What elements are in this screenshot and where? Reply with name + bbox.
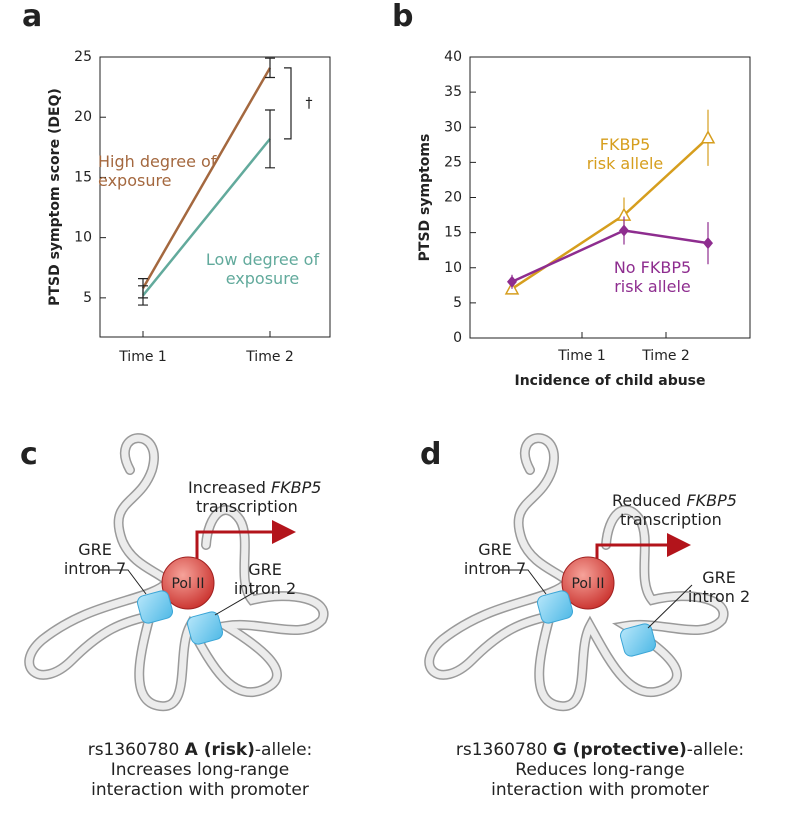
- gre-text: intron 2: [687, 587, 751, 606]
- leader-line: [498, 569, 547, 595]
- plot-frame: [99, 56, 331, 338]
- gre-text: GRE: [702, 568, 736, 587]
- y-tick-label: 15: [74, 169, 92, 185]
- chromatin: [25, 434, 327, 710]
- suffix: -allele:: [686, 740, 745, 760]
- change: Reduced: [612, 491, 682, 510]
- y-tick-label: 35: [444, 84, 462, 100]
- series-label: Low degree of exposure: [205, 250, 320, 288]
- gre-text: GRE: [478, 540, 512, 559]
- y-tick-label: 20: [444, 190, 462, 206]
- panel-letter: a: [22, 0, 43, 34]
- gre-left-label: GRE intron 7: [460, 540, 530, 578]
- leader-line: [214, 589, 259, 616]
- series-line: [142, 138, 271, 297]
- allele: A (risk): [184, 740, 255, 760]
- series-label: FKBP5 risk allele: [586, 135, 664, 173]
- caption-line: interaction with promoter: [91, 780, 309, 800]
- y-tick-label: 20: [74, 109, 92, 125]
- y-axis-title: PTSD symptom score (DEQ): [47, 88, 63, 306]
- caption-line: interaction with promoter: [491, 780, 709, 800]
- process: transcription: [620, 510, 722, 529]
- x-tick-label: Time 1: [557, 348, 606, 364]
- caption-line: rs1360780 G (protective)-allele:: [420, 740, 780, 760]
- marker: [619, 224, 629, 237]
- y-tick-label: 5: [453, 295, 462, 311]
- gre-text: GRE: [248, 560, 282, 579]
- error-bar: [265, 57, 275, 79]
- snp: rs1360780: [455, 740, 548, 760]
- transcription-arrow: [195, 520, 296, 565]
- caption-line: Reduces long-range: [515, 760, 685, 780]
- transcription-label: Increased FKBP5 transcription: [188, 478, 321, 516]
- pol-ii-label: Pol II: [171, 576, 204, 592]
- process: transcription: [196, 497, 298, 516]
- y-tick-label: 10: [74, 230, 92, 246]
- gre-box: [536, 590, 574, 624]
- series-label: No FKBP5 risk allele: [613, 258, 692, 296]
- caption: rs1360780 A (risk)-allele: Increases long…: [20, 740, 380, 800]
- gene: FKBP5: [270, 478, 322, 497]
- y-tick-label: 25: [74, 49, 92, 65]
- x-tick-label: Time 2: [245, 349, 294, 365]
- caption-line: rs1360780 A (risk)-allele:: [20, 740, 380, 760]
- gre-box: [186, 611, 224, 645]
- gre-right-label: GRE intron 2: [684, 568, 754, 606]
- y-tick-label: 15: [444, 225, 462, 241]
- chromatin-diagram: Pol II: [424, 433, 729, 712]
- gre-text: intron 7: [63, 559, 127, 578]
- leader-line: [98, 569, 147, 595]
- series-label: High degree of exposure: [98, 152, 217, 190]
- marker: [703, 237, 713, 250]
- chromatin-diagram: Pol II: [24, 433, 329, 712]
- marker: [700, 130, 716, 144]
- allele: G (protective): [552, 740, 687, 760]
- gre-right-label: GRE intron 2: [230, 560, 300, 598]
- gre-text: intron 2: [233, 579, 297, 598]
- y-tick-label: 30: [444, 119, 462, 135]
- pol-ii-label: Pol II: [571, 576, 604, 592]
- leader-line: [647, 584, 693, 629]
- pol-ii: [561, 556, 615, 610]
- marker: [507, 275, 517, 288]
- transcription-label: Reduced FKBP5 transcription: [612, 491, 737, 529]
- gre-left-label: GRE intron 7: [60, 540, 130, 578]
- caption-line: Increases long-range: [110, 760, 290, 780]
- y-axis-title: PTSD symptoms: [417, 134, 433, 262]
- significance-bracket: [284, 67, 292, 140]
- snp: rs1360780: [87, 740, 180, 760]
- pol-ii: [161, 556, 215, 610]
- y-tick-label: 10: [444, 260, 462, 276]
- y-tick-label: 5: [83, 290, 92, 306]
- caption: rs1360780 G (protective)-allele: Reduces …: [420, 740, 780, 800]
- gre-box: [136, 590, 174, 624]
- change: Increased: [188, 478, 266, 497]
- chromatin: [425, 434, 727, 710]
- y-tick-label: 40: [444, 49, 462, 65]
- gre-text: intron 7: [463, 559, 527, 578]
- gre-box: [619, 623, 657, 657]
- gre-text: GRE: [78, 540, 112, 559]
- x-tick-label: Time 1: [118, 349, 167, 365]
- panel-letter: c: [20, 437, 38, 472]
- y-tick-label: 0: [453, 330, 462, 346]
- panel-letter: b: [392, 0, 414, 34]
- significance-mark: †: [306, 95, 313, 111]
- y-tick-label: 25: [444, 154, 462, 170]
- gene: FKBP5: [686, 491, 737, 510]
- panel-letter: d: [420, 437, 442, 472]
- series-line: [141, 67, 272, 289]
- error-bar: [265, 109, 275, 169]
- x-axis-title: Incidence of child abuse: [514, 373, 705, 389]
- error-bar: [138, 285, 148, 306]
- x-tick-label: Time 2: [641, 348, 690, 364]
- suffix: -allele:: [254, 740, 313, 760]
